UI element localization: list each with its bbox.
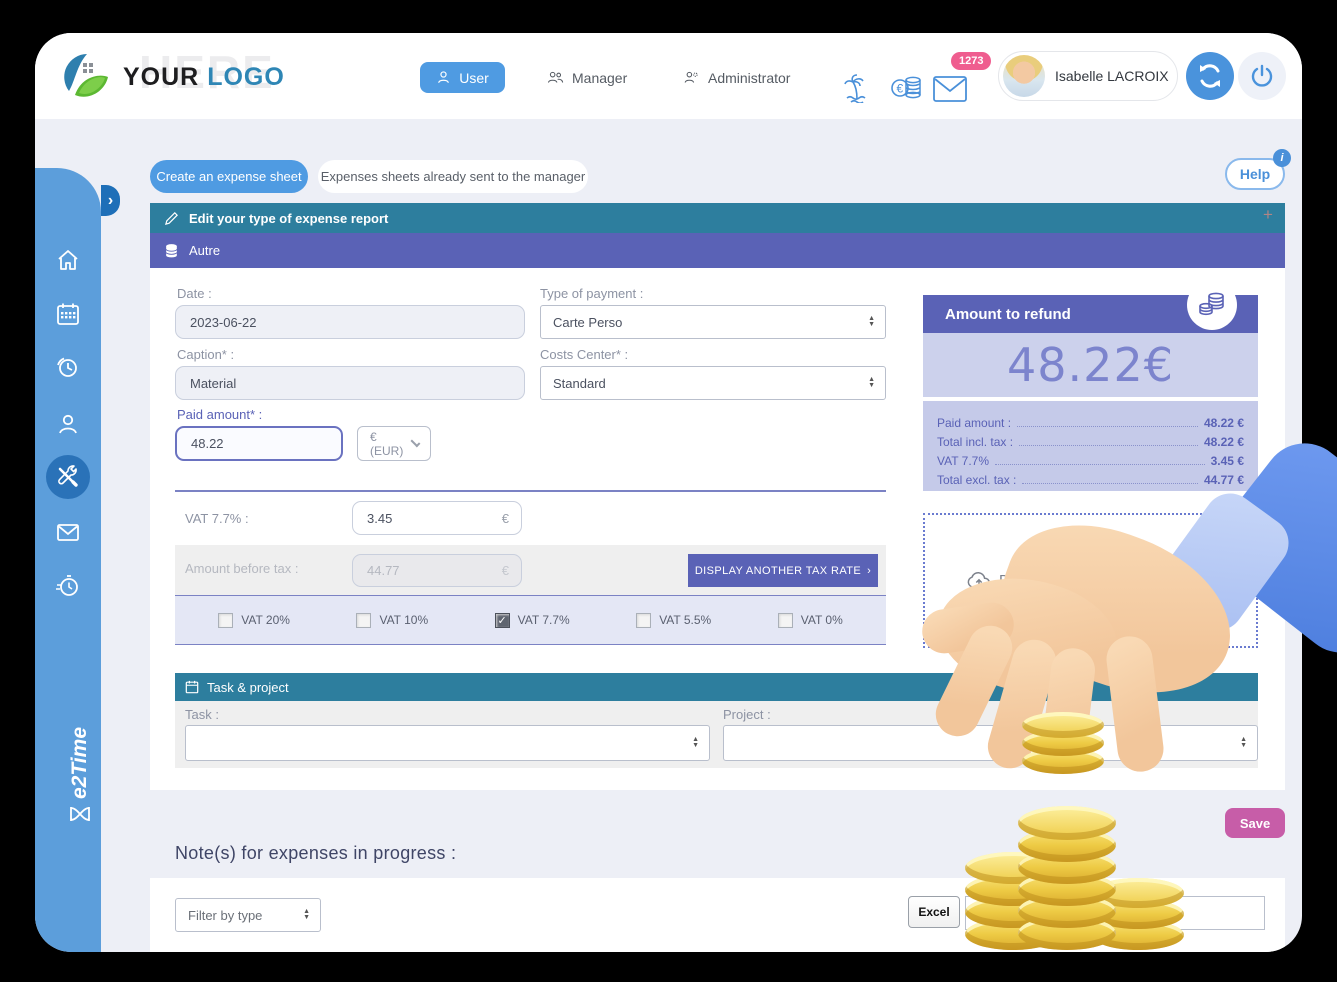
svg-text:€: € bbox=[897, 82, 904, 96]
vat-rate-label: VAT 7.7% : bbox=[185, 511, 249, 526]
task-calendar-icon bbox=[185, 680, 199, 694]
currency-select[interactable]: € (EUR) bbox=[357, 426, 431, 461]
sidebar bbox=[35, 168, 101, 952]
costs-center-label: Costs Center* : bbox=[540, 347, 629, 362]
mail-icon[interactable] bbox=[932, 73, 967, 103]
vat-10-option[interactable]: VAT 10% bbox=[356, 612, 428, 628]
dropzone-text: Drag here yo bbox=[999, 571, 1086, 589]
sidebar-item-messages[interactable] bbox=[55, 519, 81, 545]
logo-watermark: HERE bbox=[139, 46, 275, 98]
section-divider bbox=[175, 490, 886, 492]
logo-text: YOUR LOGO bbox=[123, 63, 285, 91]
expenses-coins-icon[interactable]: € bbox=[890, 73, 921, 103]
sync-icon bbox=[1200, 64, 1220, 88]
avatar bbox=[1003, 55, 1045, 97]
select-stepper-icon: ▲ ▼ bbox=[303, 908, 310, 921]
excel-export-button[interactable]: Excel bbox=[908, 896, 960, 928]
filter-by-type-select[interactable]: Filter by type ▲ ▼ bbox=[175, 898, 321, 932]
e2time-brand-logo: e2Time bbox=[68, 727, 92, 823]
sidebar-item-home[interactable] bbox=[55, 247, 81, 273]
refund-row: VAT 7.7% 3.45 € bbox=[937, 454, 1244, 468]
amount-before-tax-input: 44.77 € bbox=[352, 554, 522, 587]
sync-button[interactable] bbox=[1186, 52, 1234, 100]
refund-row: Total incl. tax :48.22 € bbox=[937, 435, 1244, 449]
nav-manager[interactable]: Manager bbox=[547, 62, 627, 93]
logout-button[interactable] bbox=[1238, 52, 1286, 100]
edit-report-header: Edit your type of expense report bbox=[150, 203, 1285, 233]
select-stepper-icon: ▲ ▼ bbox=[692, 736, 699, 749]
refund-coins-icon bbox=[1187, 280, 1237, 330]
paid-amount-input[interactable]: 48.22 bbox=[175, 426, 343, 461]
paid-amount-label: Paid amount* : bbox=[177, 407, 263, 422]
vat-20-option[interactable]: VAT 20% bbox=[218, 612, 290, 628]
save-button[interactable]: Save bbox=[1225, 808, 1285, 838]
help-info-badge: i bbox=[1273, 149, 1291, 167]
date-input[interactable]: 2023-06-22 bbox=[175, 305, 525, 339]
tab-create-expense-sheet[interactable]: Create an expense sheet bbox=[150, 160, 308, 193]
collapse-plus-icon[interactable]: + bbox=[1263, 205, 1273, 224]
task-label: Task : bbox=[185, 707, 219, 722]
logo: HERE YOUR LOGO bbox=[61, 46, 321, 105]
app-window: HERE YOUR LOGO User Mana bbox=[35, 33, 1302, 952]
vat-amount-input[interactable]: 3.45 € bbox=[352, 501, 522, 535]
amount-to-refund-card: 48.22€ Paid amount :48.22 € Total incl. … bbox=[923, 280, 1258, 491]
select-stepper-icon: ▲ ▼ bbox=[868, 315, 875, 328]
sidebar-item-tools-active[interactable] bbox=[46, 455, 90, 499]
administrator-icon bbox=[684, 71, 698, 83]
amount-before-tax-label: Amount before tax : bbox=[185, 561, 299, 576]
power-icon bbox=[1251, 64, 1273, 87]
profile-pill[interactable]: Isabelle LACROIX bbox=[998, 51, 1178, 101]
caption-input[interactable]: Material bbox=[175, 366, 525, 400]
refund-row: Total excl. tax :44.77 € bbox=[937, 473, 1244, 487]
sidebar-item-calendar[interactable] bbox=[55, 301, 81, 327]
project-select[interactable]: ▲ ▼ bbox=[723, 725, 1258, 761]
notes-heading: Note(s) for expenses in progress : bbox=[175, 843, 457, 863]
sidebar-item-profile[interactable] bbox=[55, 411, 81, 437]
refund-row: Paid amount :48.22 € bbox=[937, 416, 1244, 430]
vat-0-checkbox[interactable] bbox=[777, 612, 793, 628]
project-label: Project : bbox=[723, 707, 771, 722]
cloud-upload-icon bbox=[967, 571, 990, 588]
vat-7-7-checkbox[interactable]: ✓ bbox=[494, 612, 510, 628]
vacation-palm-icon[interactable] bbox=[843, 73, 873, 103]
chevron-down-icon bbox=[410, 437, 421, 447]
vat-options-band: VAT 20% VAT 10% ✓ VAT 7.7% VAT 5.5% VAT 0… bbox=[175, 595, 886, 645]
pencil-icon bbox=[164, 211, 178, 225]
display-another-tax-rate-button[interactable]: DISPLAY ANOTHER TAX RATE › bbox=[688, 554, 878, 587]
notes-search-input[interactable] bbox=[965, 896, 1265, 930]
refund-breakdown: Paid amount :48.22 € Total incl. tax :48… bbox=[923, 401, 1258, 491]
receipt-dropzone[interactable]: Drag here yo bbox=[923, 513, 1258, 648]
header: HERE YOUR LOGO User Mana bbox=[35, 33, 1302, 119]
caption-label: Caption* : bbox=[177, 347, 235, 362]
coins-small-icon bbox=[165, 243, 178, 257]
manager-icon bbox=[547, 71, 564, 83]
user-icon bbox=[438, 71, 450, 84]
payment-type-select[interactable]: Carte Perso ▲ ▼ bbox=[540, 305, 886, 339]
nav-user[interactable]: User bbox=[420, 62, 505, 93]
task-select[interactable]: ▲ ▼ bbox=[185, 725, 710, 761]
vat-5-5-option[interactable]: VAT 5.5% bbox=[636, 612, 711, 628]
profile-name: Isabelle LACROIX bbox=[1055, 68, 1169, 84]
vat-0-option[interactable]: VAT 0% bbox=[777, 612, 843, 628]
tab-expense-sheets-sent[interactable]: Expenses sheets already sent to the mana… bbox=[318, 160, 588, 193]
mail-count-badge: 1273 bbox=[951, 52, 992, 70]
task-project-header: Task & project bbox=[175, 673, 1258, 701]
refund-amount: 48.22€ bbox=[923, 333, 1258, 397]
costs-center-select[interactable]: Standard ▲ ▼ bbox=[540, 366, 886, 400]
nav-administrator[interactable]: Administrator bbox=[683, 62, 790, 93]
select-stepper-icon: ▲ ▼ bbox=[868, 376, 875, 389]
vat-5-5-checkbox[interactable] bbox=[636, 612, 652, 628]
sidebar-expand-button[interactable]: › bbox=[101, 185, 120, 216]
select-stepper-icon: ▲ ▼ bbox=[1240, 736, 1247, 749]
expense-type-bar[interactable]: Autre bbox=[150, 233, 1285, 268]
vat-20-checkbox[interactable] bbox=[218, 612, 234, 628]
payment-type-label: Type of payment : bbox=[540, 286, 644, 301]
vat-10-checkbox[interactable] bbox=[356, 612, 372, 628]
date-label: Date : bbox=[177, 286, 212, 301]
company-logo-icon bbox=[61, 51, 113, 103]
sidebar-item-history[interactable] bbox=[55, 355, 81, 381]
sidebar-item-timer[interactable] bbox=[55, 573, 81, 599]
vat-7-7-option[interactable]: ✓ VAT 7.7% bbox=[494, 612, 570, 628]
